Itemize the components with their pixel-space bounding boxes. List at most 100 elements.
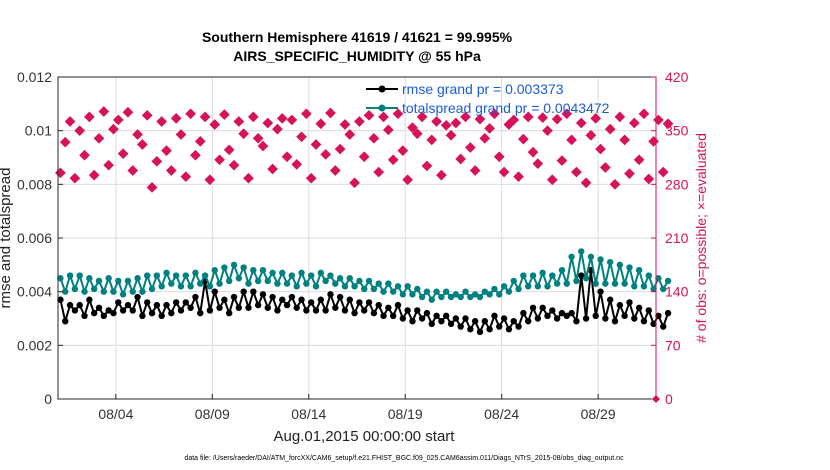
obs-count-marker — [358, 151, 370, 163]
rmse-point — [500, 315, 508, 322]
obs-count-marker — [262, 117, 274, 129]
spread-point — [163, 269, 170, 277]
rmse-point — [573, 317, 580, 325]
obs-count-marker — [474, 113, 486, 125]
obs-count-marker — [378, 111, 389, 123]
spread-point — [288, 272, 296, 279]
obs-count-marker — [411, 128, 423, 140]
spread-point — [640, 283, 648, 290]
y-right-tick-label: 140 — [665, 284, 689, 300]
obs-count-marker — [228, 159, 240, 171]
spread-point — [365, 277, 373, 285]
rmse-point — [447, 320, 455, 328]
obs-count-marker — [252, 132, 264, 144]
obs-count-marker — [305, 172, 317, 184]
spread-point — [298, 269, 305, 277]
obs-count-marker — [382, 124, 394, 136]
obs-count-marker — [170, 113, 182, 124]
spread-point — [476, 293, 484, 301]
chart-title: Southern Hemisphere 41619 / 41621 = 99.9… — [202, 29, 513, 45]
rmse-point — [640, 317, 648, 325]
spread-point — [356, 277, 363, 285]
spread-point — [423, 288, 431, 295]
rmse-point — [365, 299, 373, 306]
spread-point — [399, 291, 407, 298]
obs-count-marker — [325, 107, 336, 119]
rmse-point — [163, 301, 170, 309]
spread-point — [240, 264, 247, 271]
rmse-point — [621, 312, 628, 320]
rmse-point — [471, 317, 479, 325]
spread-point — [66, 272, 74, 279]
obs-count-marker — [349, 177, 360, 189]
spread-point — [597, 256, 604, 263]
spread-point — [664, 277, 672, 285]
obs-count-marker — [64, 116, 76, 127]
spread-point — [380, 288, 387, 295]
obs-count-marker — [146, 182, 158, 193]
series-layer — [55, 106, 674, 403]
obs-count-marker — [83, 111, 95, 123]
rmse-point — [197, 309, 204, 317]
obs-count-marker — [243, 172, 254, 184]
rmse-point — [582, 315, 590, 322]
obs-count-marker — [315, 118, 327, 130]
rmse-point — [351, 309, 358, 317]
obs-count-marker — [508, 114, 520, 126]
spread-point — [312, 283, 320, 290]
obs-count-marker — [532, 158, 544, 169]
spread-point — [115, 277, 122, 285]
obs-count-marker — [74, 125, 86, 137]
obs-count-marker — [161, 145, 172, 156]
rmse-point — [529, 304, 537, 311]
spread-point — [153, 272, 161, 279]
spread-point — [351, 283, 358, 290]
obs-count-marker — [79, 149, 90, 161]
spread-point — [385, 280, 392, 287]
rmse-point — [307, 299, 315, 306]
rmse-point — [433, 312, 440, 320]
obs-count-marker — [624, 168, 635, 179]
obs-count-marker — [436, 169, 447, 181]
y-left-tick-label: 0 — [44, 391, 52, 407]
rmse-point — [158, 312, 165, 320]
obs-count-marker — [175, 129, 187, 140]
spread-point — [230, 261, 238, 269]
obs-count-marker — [638, 108, 650, 120]
spread-point — [443, 288, 450, 295]
y-right-tick-label: 70 — [665, 337, 681, 353]
obs-count-marker — [190, 149, 201, 161]
y-left-tick-label: 0.008 — [17, 176, 52, 192]
rmse-point — [221, 296, 228, 303]
y-left-tick-label: 0.01 — [25, 123, 52, 139]
spread-point — [211, 267, 218, 274]
rmse-point — [259, 291, 267, 298]
rmse-point — [216, 304, 223, 311]
rmse-point — [192, 293, 199, 301]
rmse-point — [346, 296, 353, 303]
y-right-tick-label: 280 — [665, 176, 689, 192]
obs-count-marker — [484, 123, 495, 134]
spread-point — [462, 288, 469, 295]
obs-count-marker — [604, 123, 616, 135]
rmse-point — [525, 317, 532, 325]
rmse-point — [481, 317, 488, 325]
rmse-point — [635, 304, 643, 311]
rmse-point — [264, 304, 271, 311]
rmse-point — [62, 317, 69, 325]
rmse-point — [235, 304, 243, 311]
obs-count-marker — [421, 160, 433, 172]
rmse-point — [139, 312, 146, 320]
rmse-point — [254, 301, 262, 309]
rmse-point — [602, 315, 609, 322]
spread-point — [611, 280, 619, 287]
rmse-point — [452, 315, 460, 322]
obs-count-marker — [339, 119, 351, 130]
obs-count-marker — [561, 108, 573, 120]
rmse-point — [57, 296, 64, 303]
rmse-point — [279, 296, 286, 303]
obs-count-marker — [93, 132, 105, 144]
legend: rmse grand pr = 0.003373 totalspread gra… — [366, 81, 610, 116]
spread-point — [95, 277, 103, 285]
spread-point — [447, 293, 455, 301]
